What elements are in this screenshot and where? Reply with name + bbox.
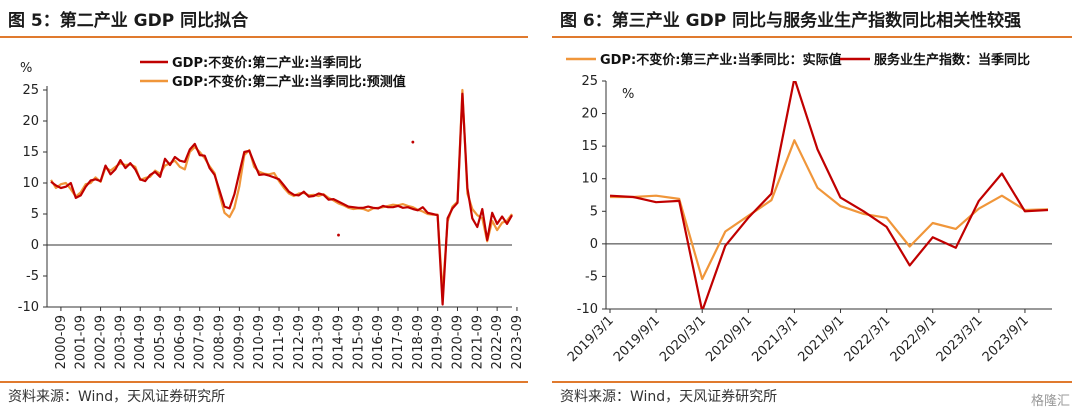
x-tick-label: 2021-09 — [470, 315, 485, 369]
legend-entry: GDP:不变价:第二产业:当季同比 — [172, 55, 362, 71]
chart-title: 图 5：第二产业 GDP 同比拟合 — [8, 11, 249, 31]
line-chart-tertiary-vs-services: -10 -5 0 5 10 15 20 25% 2019/3/12019/9/12020/3/1… — [565, 52, 1052, 365]
y-tick-label: -5 — [585, 269, 598, 284]
x-tick-label: 2023/9/1 — [980, 313, 1032, 365]
source-rule — [552, 381, 1072, 383]
y-tick-label: 25 — [22, 83, 39, 98]
x-tick-label: 2009-09 — [232, 315, 247, 369]
y-tick-label: 10 — [581, 172, 598, 187]
x-tick-label: 2011-09 — [272, 315, 287, 369]
y-tick-label: 20 — [22, 114, 39, 129]
x-tick-label: 2022/9/1 — [888, 313, 940, 365]
watermark: 格隆汇 — [1030, 394, 1070, 409]
x-tick-label: 2022-09 — [490, 315, 505, 369]
y-tick-label: -10 — [577, 302, 598, 317]
x-tick-label: 2013-09 — [312, 315, 327, 369]
x-tick-label: 2023/3/1 — [934, 313, 986, 365]
y-tick-label: 15 — [581, 139, 598, 154]
source-rule — [0, 381, 528, 383]
legend-entry: GDP:不变价:第二产业:当季同比:预测值 — [172, 74, 406, 90]
y-tick-label: 0 — [31, 238, 39, 253]
chart-panel-left: 图 5：第二产业 GDP 同比拟合 -10 -5 0 5 10 15 20 25% 2000-0… — [0, 0, 536, 417]
y-tick-label: 20 — [581, 107, 598, 122]
x-tick-label: 2010-09 — [252, 315, 267, 369]
series-line — [50, 88, 513, 295]
chart-title: 图 6：第三产业 GDP 同比与服务业生产指数同比相关性较强 — [560, 11, 1022, 31]
y-tick-label: -10 — [18, 300, 39, 315]
x-tick-label: 2019-09 — [431, 315, 446, 369]
y-axis-unit: % — [20, 61, 32, 76]
x-tick-label: 2019/9/1 — [611, 313, 663, 365]
y-tick-label: 5 — [31, 207, 39, 222]
x-tick-label: 2008-09 — [213, 315, 228, 369]
x-tick-label: 2016-09 — [371, 315, 386, 369]
x-tick-label: 2001-09 — [74, 315, 89, 369]
y-tick-label: 0 — [590, 237, 598, 252]
series-line — [50, 92, 513, 306]
title-rule — [552, 36, 1072, 38]
legend-entry: 服务业生产指数：当季同比 — [874, 52, 1030, 68]
x-tick-label: 2021/9/1 — [795, 313, 847, 365]
source-note: 资料来源：Wind，天风证券研究所 — [8, 389, 226, 405]
x-tick-label: 2017-09 — [391, 315, 406, 369]
y-axis-unit: % — [622, 87, 634, 102]
series-line — [609, 81, 1049, 309]
x-tick-label: 2018-09 — [411, 315, 426, 369]
line-chart-secondary-industry: -10 -5 0 5 10 15 20 25% 2000-09 2001-09 2002-09 200… — [18, 55, 525, 369]
x-tick-label: 2003-09 — [113, 315, 128, 369]
outlier-point — [411, 140, 415, 144]
legend-entry: GDP:不变价:第三产业:当季同比：实际值 — [600, 52, 842, 68]
series-line — [610, 139, 1049, 281]
x-tick-label: 2020-09 — [450, 315, 465, 369]
x-tick-label: 2004-09 — [133, 315, 148, 369]
x-tick-label: 2014-09 — [332, 315, 347, 369]
x-tick-label: 2015-09 — [351, 315, 366, 369]
y-tick-label: 15 — [22, 145, 39, 160]
x-tick-label: 2023-09 — [510, 315, 525, 369]
y-tick-label: 5 — [590, 204, 598, 219]
y-tick-label: -5 — [26, 269, 39, 284]
x-tick-label: 2005-09 — [153, 315, 168, 369]
x-tick-label: 2019/3/1 — [565, 313, 617, 365]
x-tick-label: 2000-09 — [54, 315, 69, 369]
x-tick-label: 2022/3/1 — [842, 313, 894, 365]
source-note: 资料来源：Wind，天风证券研究所 — [560, 389, 778, 405]
x-tick-label: 2020/3/1 — [657, 313, 709, 365]
y-tick-label: 10 — [22, 176, 39, 191]
y-tick-label: 25 — [581, 74, 598, 89]
outlier-point — [337, 233, 340, 237]
x-tick-label: 2012-09 — [292, 315, 307, 369]
x-tick-label: 2021/3/1 — [749, 313, 801, 365]
chart-panel-right: 图 6：第三产业 GDP 同比与服务业生产指数同比相关性较强 -10 -5 0 5 10… — [552, 0, 1080, 417]
x-tick-label: 2020/9/1 — [703, 313, 755, 365]
title-rule — [0, 36, 528, 38]
x-tick-label: 2007-09 — [193, 315, 208, 369]
x-tick-label: 2006-09 — [173, 315, 188, 369]
x-tick-label: 2002-09 — [94, 315, 109, 369]
